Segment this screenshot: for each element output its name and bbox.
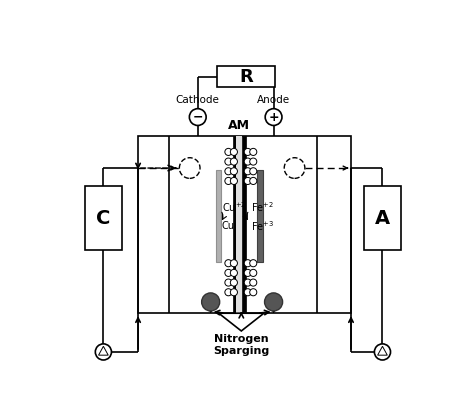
Circle shape [95,344,111,360]
Text: A: A [375,209,390,228]
Circle shape [244,177,251,184]
Circle shape [230,260,237,267]
Circle shape [250,279,257,286]
Circle shape [190,109,206,125]
Text: R: R [239,68,253,86]
Circle shape [225,168,232,175]
Bar [138,136,351,313]
Circle shape [230,168,237,175]
Circle shape [244,158,251,165]
Circle shape [244,148,251,155]
Circle shape [244,168,251,175]
Bar [257,170,263,261]
Circle shape [179,158,200,178]
Circle shape [230,158,237,165]
Polygon shape [99,346,108,355]
Bar [217,67,275,88]
Bar [216,170,221,261]
Circle shape [230,148,237,155]
Circle shape [225,269,232,277]
Text: Cu$^{+2}$: Cu$^{+2}$ [222,200,246,214]
Circle shape [250,289,257,296]
Circle shape [225,289,232,296]
Circle shape [230,289,237,296]
Polygon shape [378,346,387,355]
Circle shape [225,279,232,286]
Circle shape [250,148,257,155]
Circle shape [244,269,251,277]
Text: Fe$^{+3}$: Fe$^{+3}$ [251,219,274,233]
Text: +: + [268,111,279,124]
Circle shape [374,344,391,360]
Circle shape [250,260,257,267]
Text: Fe$^{+2}$: Fe$^{+2}$ [251,200,274,214]
Circle shape [250,269,257,277]
Circle shape [244,289,251,296]
Text: Anode: Anode [257,95,290,105]
Circle shape [225,177,232,184]
Circle shape [250,177,257,184]
Circle shape [225,148,232,155]
Circle shape [284,158,305,178]
Circle shape [225,158,232,165]
Text: Nitrogen
Sparging: Nitrogen Sparging [213,334,269,356]
Circle shape [230,279,237,286]
Circle shape [201,293,219,311]
Text: AM: AM [228,119,250,132]
Circle shape [225,260,232,267]
Bar [85,186,122,250]
Circle shape [244,260,251,267]
Circle shape [264,293,283,311]
Bar [364,186,401,250]
Polygon shape [219,313,264,331]
Bar [242,136,246,313]
Bar [236,136,242,313]
Circle shape [250,158,257,165]
Text: Cathode: Cathode [176,95,219,105]
Text: C: C [96,209,110,228]
Text: −: − [192,111,203,124]
Circle shape [230,177,237,184]
Circle shape [244,279,251,286]
Bar [233,136,236,313]
Circle shape [230,269,237,277]
Circle shape [250,168,257,175]
Text: Cu: Cu [222,221,235,231]
Circle shape [265,109,282,125]
